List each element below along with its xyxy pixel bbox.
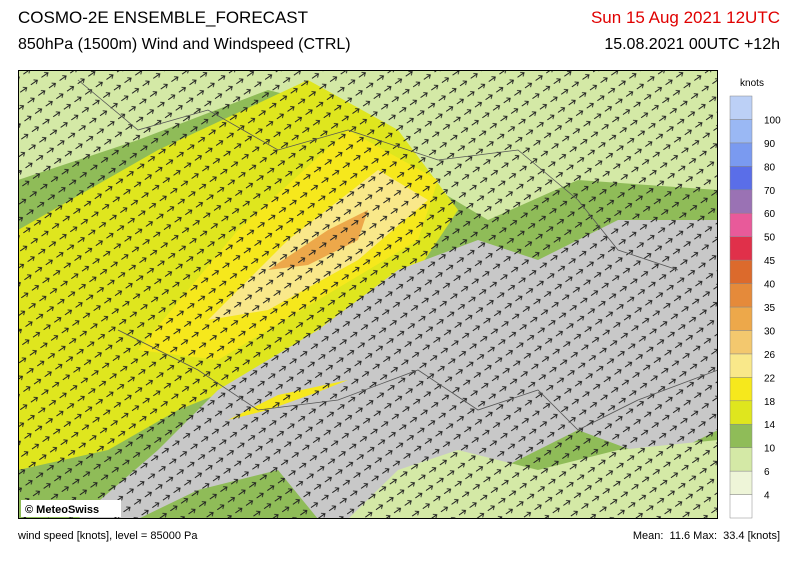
legend-label: 22	[764, 373, 776, 384]
legend-swatch	[729, 494, 753, 519]
legend-label: 4	[764, 491, 770, 502]
legend-swatch	[729, 259, 753, 284]
footer-left: wind speed [knots], level = 85000 Pa	[18, 530, 198, 542]
legend-swatch	[729, 95, 753, 120]
title: COSMO-2E ENSEMBLE_FORECAST	[18, 8, 309, 27]
borders	[77, 79, 718, 431]
legend-swatch	[729, 400, 753, 425]
footer-right: Mean: 11.6 Max: 33.4 [knots]	[632, 530, 780, 542]
legend-swatch	[729, 189, 753, 214]
map: © MeteoSwiss	[18, 70, 718, 519]
legend-label: 80	[764, 162, 776, 173]
legend-swatch	[729, 283, 753, 308]
credit-box	[21, 500, 121, 517]
legend-swatch	[729, 119, 753, 144]
legend-swatch	[729, 470, 753, 495]
legend-label: 6	[764, 467, 770, 478]
legend-swatch	[729, 423, 753, 448]
legend-swatch	[729, 142, 753, 167]
legend-label: 14	[764, 420, 776, 431]
legend-title: knots	[740, 78, 764, 89]
legend-label: 40	[764, 280, 776, 291]
legend-label: 100	[764, 115, 781, 126]
legend-swatch	[729, 166, 753, 191]
legend-label: 35	[764, 303, 776, 314]
legend-swatch	[729, 377, 753, 402]
legend-swatch	[729, 306, 753, 331]
legend-label: 10	[764, 444, 776, 455]
legend-label: 70	[764, 186, 776, 197]
legend-label: 30	[764, 326, 776, 337]
legend-label: 90	[764, 139, 776, 150]
subtitle: 850hPa (1500m) Wind and Windspeed (CTRL)	[18, 36, 351, 53]
legend-label: 26	[764, 350, 776, 361]
legend: knots 4 6 10 14 18 22 26 30 35 40 45 50 60 70 80 90 100	[729, 78, 781, 519]
legend-swatch	[729, 330, 753, 355]
legend-label: 18	[764, 397, 776, 408]
wind-arrows	[18, 70, 718, 519]
legend-label: 50	[764, 233, 776, 244]
map-frame	[18, 70, 718, 519]
legend-label: 45	[764, 256, 776, 267]
legend-swatch	[729, 212, 753, 237]
credit: © MeteoSwiss	[25, 504, 99, 516]
legend-swatch	[729, 353, 753, 378]
legend-label: 60	[764, 209, 776, 220]
run-time: 15.08.2021 00UTC +12h	[604, 36, 780, 53]
legend-swatch	[729, 236, 753, 261]
valid-time: Sun 15 Aug 2021 12UTC	[590, 8, 780, 27]
legend-swatch	[729, 447, 753, 472]
